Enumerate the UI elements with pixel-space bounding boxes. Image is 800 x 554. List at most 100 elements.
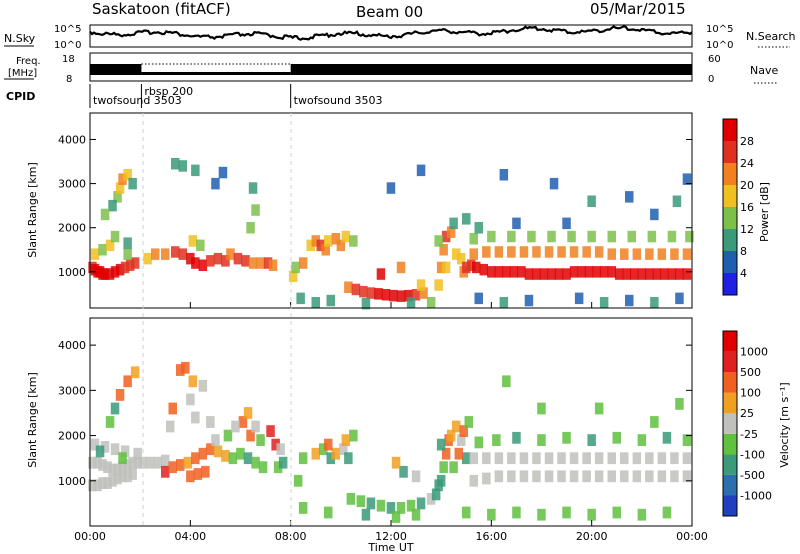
cpid-name-0: twofsound 3503 — [93, 94, 182, 107]
heatmap-cell — [376, 268, 386, 280]
ytick-label: 2000 — [58, 222, 86, 235]
heatmap-cell — [499, 297, 509, 309]
radar-title: Saskatoon (fitACF) — [92, 0, 231, 18]
heatmap-cell — [251, 204, 260, 216]
heatmap-cell — [296, 292, 305, 305]
power-frame — [89, 112, 693, 309]
heatmap-cell — [411, 289, 421, 301]
velocity-colorbar-tick: 1000 — [740, 346, 768, 359]
heatmap-cell — [115, 389, 125, 401]
velocity-colorbar: 1000 500 100 25 -25 -100 -500 -1000 Velocity [m… — [722, 330, 791, 517]
colorbar-segment — [723, 251, 737, 273]
heatmap-cell — [582, 470, 591, 483]
heatmap-cell — [487, 230, 496, 243]
heatmap-cell — [326, 294, 335, 307]
heatmap-cell — [667, 268, 677, 280]
heatmap-cell — [469, 452, 478, 465]
heatmap-cell — [311, 297, 320, 309]
heatmap-cell — [662, 431, 672, 444]
heatmap-cell — [441, 261, 451, 274]
colorbar-segment — [723, 163, 737, 185]
heatmap-cell — [487, 508, 496, 521]
heatmap-cell — [562, 431, 571, 444]
heatmap-cell — [507, 452, 516, 465]
heatmap-cell — [517, 266, 526, 278]
heatmap-cell — [128, 456, 137, 469]
heatmap-cell — [446, 226, 456, 238]
heatmap-cell — [226, 248, 235, 260]
heatmap-cell — [494, 266, 504, 278]
heatmap-cell — [223, 429, 233, 442]
heatmap-cell — [386, 182, 396, 194]
heatmap-cell — [198, 259, 208, 271]
heatmap-cell — [416, 164, 426, 177]
heatmap-cell — [100, 208, 110, 221]
xtick-label: 16:00 — [475, 530, 507, 543]
heatmap-cell — [682, 268, 692, 280]
heatmap-cell — [251, 456, 260, 469]
heatmap-cell — [632, 452, 642, 465]
heatmap-cell — [293, 474, 303, 487]
heatmap-cell — [191, 164, 200, 177]
heatmap-cell — [416, 279, 426, 291]
heatmap-cell — [620, 248, 629, 260]
heatmap-cell — [512, 506, 521, 519]
freq-panel: Freq. [MHz] 18 8 60 0 Nave — [4, 52, 778, 85]
heatmap-cell — [123, 237, 132, 249]
heatmap-cell — [276, 443, 285, 456]
heatmap-cell — [494, 470, 504, 483]
heatmap-cell — [263, 257, 273, 269]
heatmap-cell — [675, 398, 684, 410]
heatmap-cell — [569, 452, 579, 465]
heatmap-cell — [507, 246, 516, 258]
heatmap-cell — [228, 452, 238, 465]
heatmap-cell — [206, 255, 215, 267]
heatmap-cell — [186, 470, 195, 483]
heatmap-cell — [188, 375, 198, 388]
heatmap-cell — [123, 375, 132, 388]
velocity-colorbar-tick: -25 — [740, 428, 758, 441]
heatmap-cell — [256, 257, 265, 269]
ytick-label: 1000 — [58, 475, 86, 488]
colorbar-segment — [723, 433, 737, 455]
colorbar-frame — [722, 118, 738, 296]
heatmap-cell — [93, 456, 102, 469]
nsky-tick-bottom: 10^0 — [54, 40, 81, 51]
heatmap-cell — [341, 434, 351, 446]
heatmap-cell — [256, 434, 265, 446]
heatmap-cell — [396, 502, 406, 514]
cpid-name-2: twofsound 3503 — [294, 94, 383, 107]
heatmap-cell — [574, 292, 584, 305]
heatmap-cell — [349, 429, 358, 442]
power-colorbar: 4 8 12 16 20 24 28 Power [dB] — [722, 118, 771, 296]
heatmap-cell — [399, 465, 408, 478]
heatmap-cell — [108, 474, 117, 487]
nsky-frame — [89, 24, 693, 48]
heatmap-cell — [584, 266, 594, 278]
heatmap-cell — [537, 508, 546, 521]
power-colorbar-title: Power [dB] — [758, 182, 771, 242]
heatmap-cell — [130, 366, 140, 379]
heatmap-cell — [632, 470, 642, 483]
heatmap-cell — [133, 456, 142, 469]
heatmap-cell — [201, 465, 210, 478]
heatmap-cell — [587, 508, 596, 521]
heatmap-cell — [452, 420, 461, 433]
heatmap-cell — [502, 266, 511, 278]
heatmap-cell — [221, 450, 230, 462]
heatmap-cell — [359, 285, 368, 298]
heatmap-cell — [657, 248, 667, 260]
heatmap-cell — [650, 416, 659, 428]
heatmap-cell — [110, 266, 120, 278]
velocity-colorbar-tick: -500 — [740, 469, 765, 482]
heatmap-cell — [118, 461, 127, 474]
heatmap-cell — [324, 506, 333, 519]
heatmap-cell — [426, 297, 436, 309]
date-label: 05/Mar/2015 — [590, 0, 686, 18]
heatmap-cell — [406, 297, 416, 309]
heatmap-cell — [178, 160, 187, 172]
heatmap-cell — [98, 244, 107, 256]
heatmap-cell — [88, 479, 97, 492]
heatmap-cell — [168, 461, 177, 474]
power-y-axis: 1000 2000 3000 4000 — [58, 133, 692, 279]
